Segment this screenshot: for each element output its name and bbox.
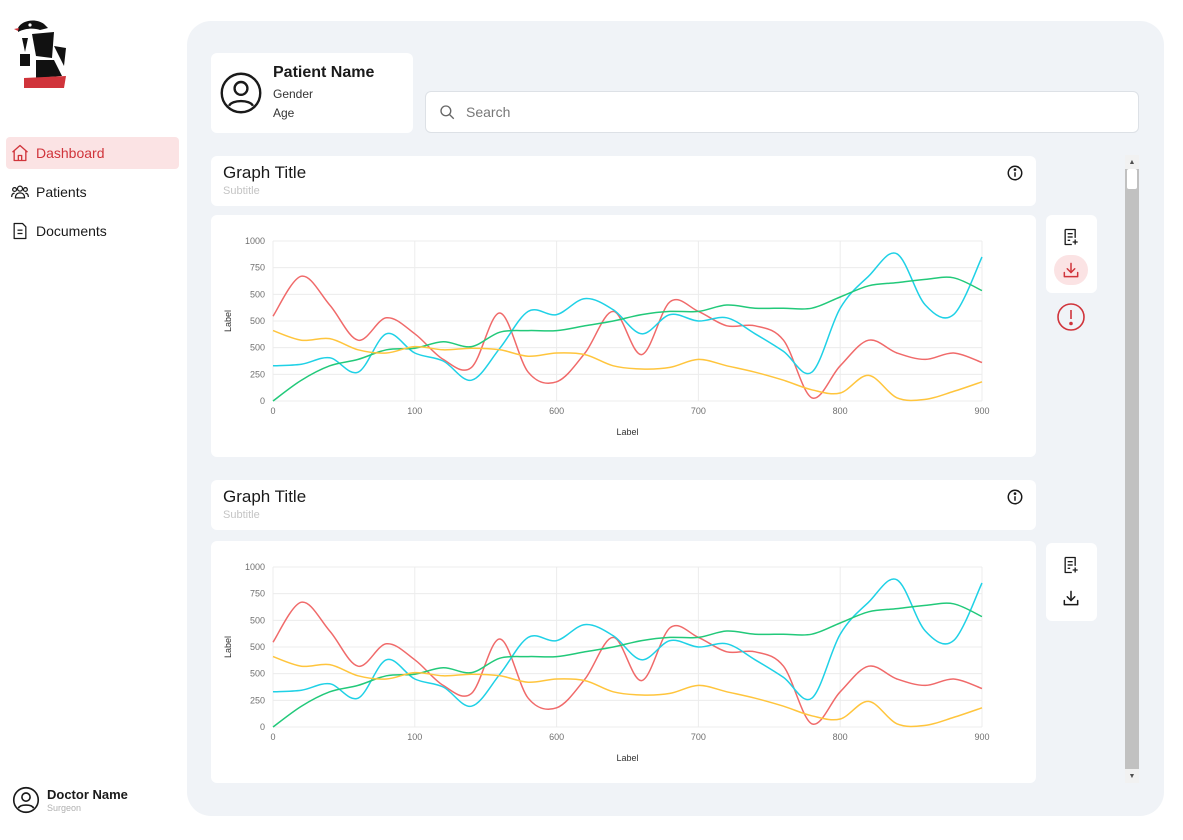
chart-actions: [1046, 215, 1097, 293]
y-tick-label: 500: [250, 642, 265, 652]
series-line-2: [272, 276, 983, 402]
sidebar-item-label: Documents: [36, 223, 107, 239]
search-icon: [440, 105, 455, 120]
download-icon: [1063, 590, 1079, 606]
x-tick-label: 0: [270, 406, 275, 416]
y-tick-label: 500: [250, 289, 265, 299]
y-tick-label: 750: [250, 589, 265, 599]
x-tick-label: 800: [833, 406, 848, 416]
y-tick-label: 500: [250, 669, 265, 679]
scroll-down-icon[interactable]: ▼: [1125, 769, 1139, 783]
y-axis-label: Label: [223, 636, 233, 658]
x-tick-label: 700: [691, 406, 706, 416]
y-tick-label: 1000: [245, 236, 265, 246]
sidebar-item-label: Patients: [36, 184, 87, 200]
x-tick-label: 600: [549, 732, 564, 742]
x-tick-label: 0: [270, 732, 275, 742]
y-tick-label: 500: [250, 615, 265, 625]
x-tick-label: 900: [974, 406, 989, 416]
patient-age: Age: [273, 105, 295, 120]
series-line-0: [272, 275, 983, 399]
document-icon: [13, 222, 27, 240]
graph-subtitle: Subtitle: [223, 509, 260, 521]
x-tick-label: 900: [974, 732, 989, 742]
search-input[interactable]: [466, 104, 1116, 120]
doctor-role: Surgeon: [47, 803, 82, 813]
series-line-0: [272, 601, 983, 725]
info-icon[interactable]: [1006, 488, 1024, 506]
x-tick-label: 600: [549, 406, 564, 416]
add-note-button[interactable]: [1054, 222, 1088, 252]
scroll-up-icon[interactable]: ▲: [1125, 155, 1139, 169]
scroll-thumb[interactable]: [1127, 169, 1137, 189]
download-icon: [1063, 262, 1079, 278]
patient-avatar-icon: [220, 72, 262, 114]
sidebar-nav: Dashboard Patients Documents: [6, 137, 179, 254]
avatar-icon: [12, 786, 40, 814]
y-tick-label: 500: [250, 316, 265, 326]
patient-name: Patient Name: [273, 63, 375, 81]
x-tick-label: 800: [833, 732, 848, 742]
graph-header: Graph Title Subtitle: [211, 156, 1036, 206]
main-panel: Patient Name Gender Age Graph Title Subt…: [187, 21, 1164, 816]
y-tick-label: 250: [250, 369, 265, 379]
sidebar-item-patients[interactable]: Patients: [6, 176, 179, 208]
scrollbar[interactable]: ▲ ▼: [1125, 155, 1139, 783]
sidebar: Dashboard Patients Documents Doctor Name…: [0, 0, 187, 840]
y-tick-label: 0: [260, 396, 265, 406]
chart-actions: [1046, 543, 1097, 621]
patient-gender: Gender: [273, 86, 314, 101]
sidebar-item-label: Dashboard: [36, 145, 105, 161]
chart-grid: [272, 240, 983, 402]
add-note-button[interactable]: [1054, 550, 1088, 580]
graph-title: Graph Title: [223, 163, 307, 182]
series-line-2: [272, 602, 983, 728]
alert-icon[interactable]: [1056, 302, 1086, 332]
sidebar-item-documents[interactable]: Documents: [6, 215, 179, 247]
line-chart: 1000 750 500 500 500 250 00 100 600 700 800 900 Labe…: [223, 562, 990, 763]
graph-title: Graph Title: [223, 487, 307, 506]
graph-subtitle: Subtitle: [223, 185, 260, 197]
chart-card: 1000 750 500 500 500 250 0 0 100 600 700 800 900 Labe…: [211, 541, 1036, 783]
patient-card: Patient Name Gender Age: [211, 53, 413, 133]
y-tick-label: 750: [250, 263, 265, 273]
home-icon: [12, 144, 28, 162]
info-icon[interactable]: [1006, 164, 1024, 182]
y-tick-label: 1000: [245, 562, 265, 572]
download-button[interactable]: [1054, 255, 1088, 285]
series-line-1: [272, 578, 983, 707]
x-tick-label: 100: [407, 406, 422, 416]
line-chart: 1000 750 500 500 500 250 00 100 600 700 800 900 Labe…: [223, 236, 990, 437]
series-line-3: [272, 655, 983, 728]
doctor-profile[interactable]: Doctor Name Surgeon: [12, 786, 128, 814]
series-line-1: [272, 252, 983, 381]
doctor-name: Doctor Name: [47, 787, 128, 802]
sidebar-item-dashboard[interactable]: Dashboard: [6, 137, 179, 169]
x-tick-label: 100: [407, 732, 422, 742]
y-tick-label: 250: [250, 695, 265, 705]
note-add-icon: [1064, 556, 1078, 574]
app-logo: [14, 20, 66, 88]
y-axis-label: Label: [223, 310, 233, 332]
chart-card: 1000 750 500 500 500 250 0 0 100 600 700 800 900 Labe…: [211, 215, 1036, 457]
download-button[interactable]: [1054, 583, 1088, 613]
y-tick-label: 500: [250, 343, 265, 353]
x-axis-label: Label: [616, 427, 638, 437]
search-bar: [425, 91, 1139, 133]
x-axis-label: Label: [616, 753, 638, 763]
y-tick-label: 0: [260, 722, 265, 732]
x-tick-label: 700: [691, 732, 706, 742]
chart-grid: [272, 566, 983, 728]
graph-header: Graph Title Subtitle: [211, 480, 1036, 530]
note-add-icon: [1064, 228, 1078, 246]
users-icon: [11, 185, 29, 199]
series-line-3: [272, 329, 983, 402]
